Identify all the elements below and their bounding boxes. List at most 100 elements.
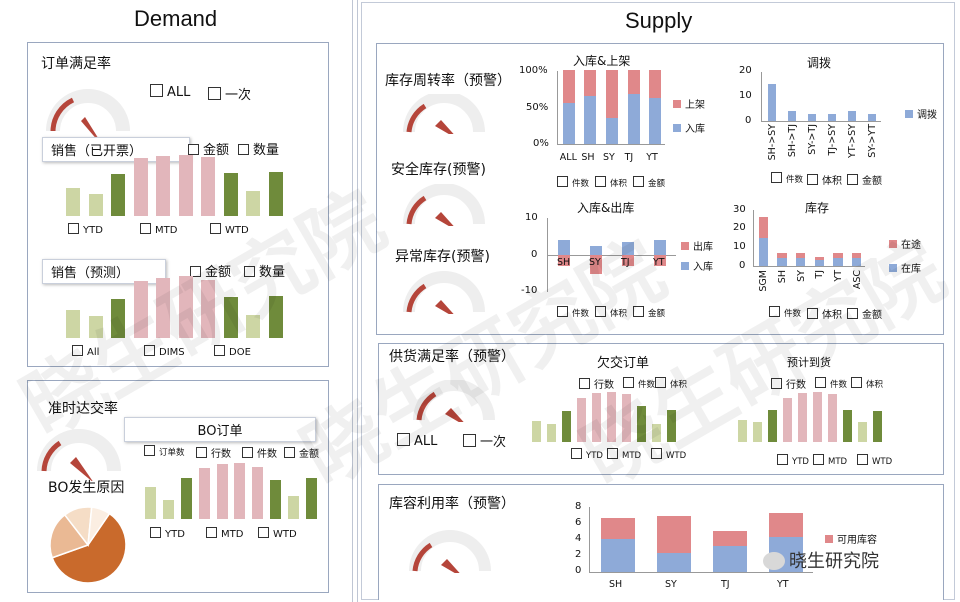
checkbox[interactable] — [242, 447, 253, 458]
bar — [145, 487, 157, 519]
bo-order-count-option[interactable]: 订单数 — [144, 445, 185, 458]
checkbox[interactable] — [771, 172, 782, 183]
chart3-opt-volume[interactable]: 体积 — [595, 306, 627, 319]
owe-mtd-option[interactable]: MTD — [607, 448, 641, 461]
owe-ytd-option[interactable]: YTD — [571, 448, 603, 461]
chart1-opt-volume[interactable]: 体积 — [595, 176, 627, 189]
checkbox[interactable] — [607, 448, 618, 459]
checkbox[interactable] — [651, 448, 662, 459]
legend-label: 调拨 — [917, 110, 937, 121]
eta-opt-pieces[interactable]: 件数 — [815, 377, 847, 390]
checkbox[interactable] — [777, 454, 788, 465]
checkbox[interactable] — [557, 176, 568, 187]
checkbox[interactable] — [144, 445, 155, 456]
checkbox[interactable] — [769, 306, 780, 317]
checkbox[interactable] — [815, 377, 826, 388]
checkbox[interactable] — [847, 174, 858, 185]
checkbox[interactable] — [150, 84, 163, 97]
bo-pieces-option[interactable]: 件数 — [242, 445, 277, 460]
chart3-opt-amount[interactable]: 金额 — [633, 306, 665, 319]
eta-mtd-option[interactable]: MTD — [813, 454, 847, 467]
checkbox[interactable] — [557, 306, 568, 317]
chart4-opt-amount[interactable]: 金额 — [847, 306, 882, 321]
eta-wtd-option[interactable]: WTD — [857, 454, 892, 467]
chart3-opt-pieces[interactable]: 件数 — [557, 306, 589, 319]
eta-ytd-option[interactable]: YTD — [777, 454, 809, 467]
checkbox[interactable] — [579, 378, 590, 389]
chart2-opt-pieces[interactable]: 件数 — [771, 172, 803, 185]
eta-opt-lines[interactable]: 行数 — [771, 376, 806, 391]
checkbox[interactable] — [595, 306, 606, 317]
fill-rate-once-option[interactable]: 一次 — [208, 84, 251, 103]
x-tick-label: SY — [795, 270, 807, 282]
checkbox[interactable] — [214, 345, 225, 356]
chart4-opt-volume[interactable]: 体积 — [807, 306, 842, 321]
chart2-opt-amount[interactable]: 金额 — [847, 172, 882, 187]
checkbox[interactable] — [807, 308, 818, 319]
supply-all-option[interactable]: ALL — [397, 433, 437, 449]
checkbox[interactable] — [258, 527, 269, 538]
bar — [268, 171, 283, 216]
checkbox[interactable] — [771, 378, 782, 389]
chart4-opt-pieces[interactable]: 件数 — [769, 306, 801, 319]
checkbox[interactable] — [150, 527, 161, 538]
forecast-amount-option[interactable]: 金额 — [190, 261, 231, 280]
checkbox[interactable] — [210, 223, 221, 234]
bo-ytd-option[interactable]: YTD — [150, 527, 185, 540]
chart2-opt-volume[interactable]: 体积 — [807, 172, 842, 187]
dim-all-option[interactable]: All — [72, 345, 99, 358]
checkbox[interactable] — [851, 377, 862, 388]
bo-amount-option[interactable]: 金额 — [284, 445, 319, 460]
sales-amount-option[interactable]: 金额 — [188, 139, 229, 158]
owe-opt-lines[interactable]: 行数 — [579, 376, 614, 391]
bo-wtd-option[interactable]: WTD — [258, 527, 297, 540]
checkbox[interactable] — [68, 223, 79, 234]
checkbox[interactable] — [857, 454, 868, 465]
checkbox[interactable] — [655, 377, 666, 388]
sales-mtd-option[interactable]: MTD — [140, 223, 177, 236]
checkbox[interactable] — [847, 308, 858, 319]
checkbox[interactable] — [196, 447, 207, 458]
checkbox[interactable] — [244, 266, 255, 277]
owe-wtd-option[interactable]: WTD — [651, 448, 686, 461]
checkbox[interactable] — [190, 266, 201, 277]
checkbox[interactable] — [813, 454, 824, 465]
dim-dims-option[interactable]: DIMS — [144, 345, 185, 358]
bo-mtd-option[interactable]: MTD — [206, 527, 243, 540]
sales-wtd-option[interactable]: WTD — [210, 223, 249, 236]
checkbox[interactable] — [238, 144, 249, 155]
opt-label: YTD — [83, 225, 103, 236]
checkbox[interactable] — [284, 447, 295, 458]
supply-rate-label: 供货满足率（预警） — [389, 349, 515, 365]
checkbox[interactable] — [72, 345, 83, 356]
checkbox[interactable] — [595, 176, 606, 187]
bo-lines-option[interactable]: 行数 — [196, 445, 231, 460]
x-tick-label: TJ — [814, 270, 826, 279]
checkbox[interactable] — [206, 527, 217, 538]
bar-available — [768, 512, 804, 538]
dim-doe-option[interactable]: DOE — [214, 345, 251, 358]
checkbox[interactable] — [633, 176, 644, 187]
supply-once-option[interactable]: 一次 — [463, 431, 506, 450]
checkbox[interactable] — [140, 223, 151, 234]
fill-rate-all-option[interactable]: ALL — [150, 84, 190, 100]
checkbox[interactable] — [208, 87, 221, 100]
legend-label: 上架 — [685, 100, 705, 111]
chart1-opt-amount[interactable]: 金额 — [633, 176, 665, 189]
checkbox[interactable] — [623, 377, 634, 388]
checkbox[interactable] — [633, 306, 644, 317]
checkbox[interactable] — [807, 174, 818, 185]
forecast-qty-option[interactable]: 数量 — [244, 261, 285, 280]
bar — [842, 409, 853, 442]
checkbox[interactable] — [571, 448, 582, 459]
checkbox[interactable] — [188, 144, 199, 155]
sales-ytd-option[interactable]: YTD — [68, 223, 103, 236]
sales-qty-option[interactable]: 数量 — [238, 139, 279, 158]
checkbox[interactable] — [397, 433, 410, 446]
chart1-opt-pieces[interactable]: 件数 — [557, 176, 589, 189]
checkbox[interactable] — [463, 434, 476, 447]
checkbox[interactable] — [144, 345, 155, 356]
eta-opt-volume[interactable]: 体积 — [851, 377, 883, 390]
owe-opt-pieces[interactable]: 件数 — [623, 377, 655, 390]
owe-opt-volume[interactable]: 体积 — [655, 377, 687, 390]
